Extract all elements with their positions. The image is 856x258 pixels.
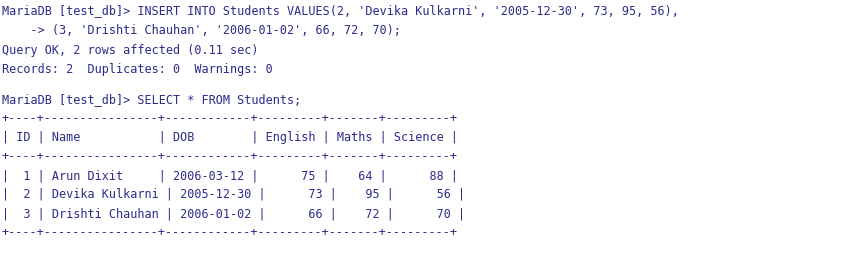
- Text: +----+----------------+------------+---------+-------+---------+: +----+----------------+------------+----…: [2, 150, 458, 163]
- Text: |  2 | Devika Kulkarni | 2005-12-30 |      73 |    95 |      56 |: | 2 | Devika Kulkarni | 2005-12-30 | 73 …: [2, 188, 465, 201]
- Text: |  1 | Arun Dixit     | 2006-03-12 |      75 |    64 |      88 |: | 1 | Arun Dixit | 2006-03-12 | 75 | 64 …: [2, 169, 458, 182]
- Text: -> (3, 'Drishti Chauhan', '2006-01-02', 66, 72, 70);: -> (3, 'Drishti Chauhan', '2006-01-02', …: [2, 24, 401, 37]
- Text: MariaDB [test_db]> INSERT INTO Students VALUES(2, 'Devika Kulkarni', '2005-12-30: MariaDB [test_db]> INSERT INTO Students …: [2, 4, 679, 17]
- Text: Query OK, 2 rows affected (0.11 sec): Query OK, 2 rows affected (0.11 sec): [2, 44, 259, 57]
- Text: | ID | Name           | DOB        | English | Maths | Science |: | ID | Name | DOB | English | Maths | Sc…: [2, 131, 458, 144]
- Text: Records: 2  Duplicates: 0  Warnings: 0: Records: 2 Duplicates: 0 Warnings: 0: [2, 63, 273, 76]
- Text: +----+----------------+------------+---------+-------+---------+: +----+----------------+------------+----…: [2, 226, 458, 239]
- Text: MariaDB [test_db]> SELECT * FROM Students;: MariaDB [test_db]> SELECT * FROM Student…: [2, 93, 301, 106]
- Text: |  3 | Drishti Chauhan | 2006-01-02 |      66 |    72 |      70 |: | 3 | Drishti Chauhan | 2006-01-02 | 66 …: [2, 207, 465, 220]
- Text: +----+----------------+------------+---------+-------+---------+: +----+----------------+------------+----…: [2, 112, 458, 125]
